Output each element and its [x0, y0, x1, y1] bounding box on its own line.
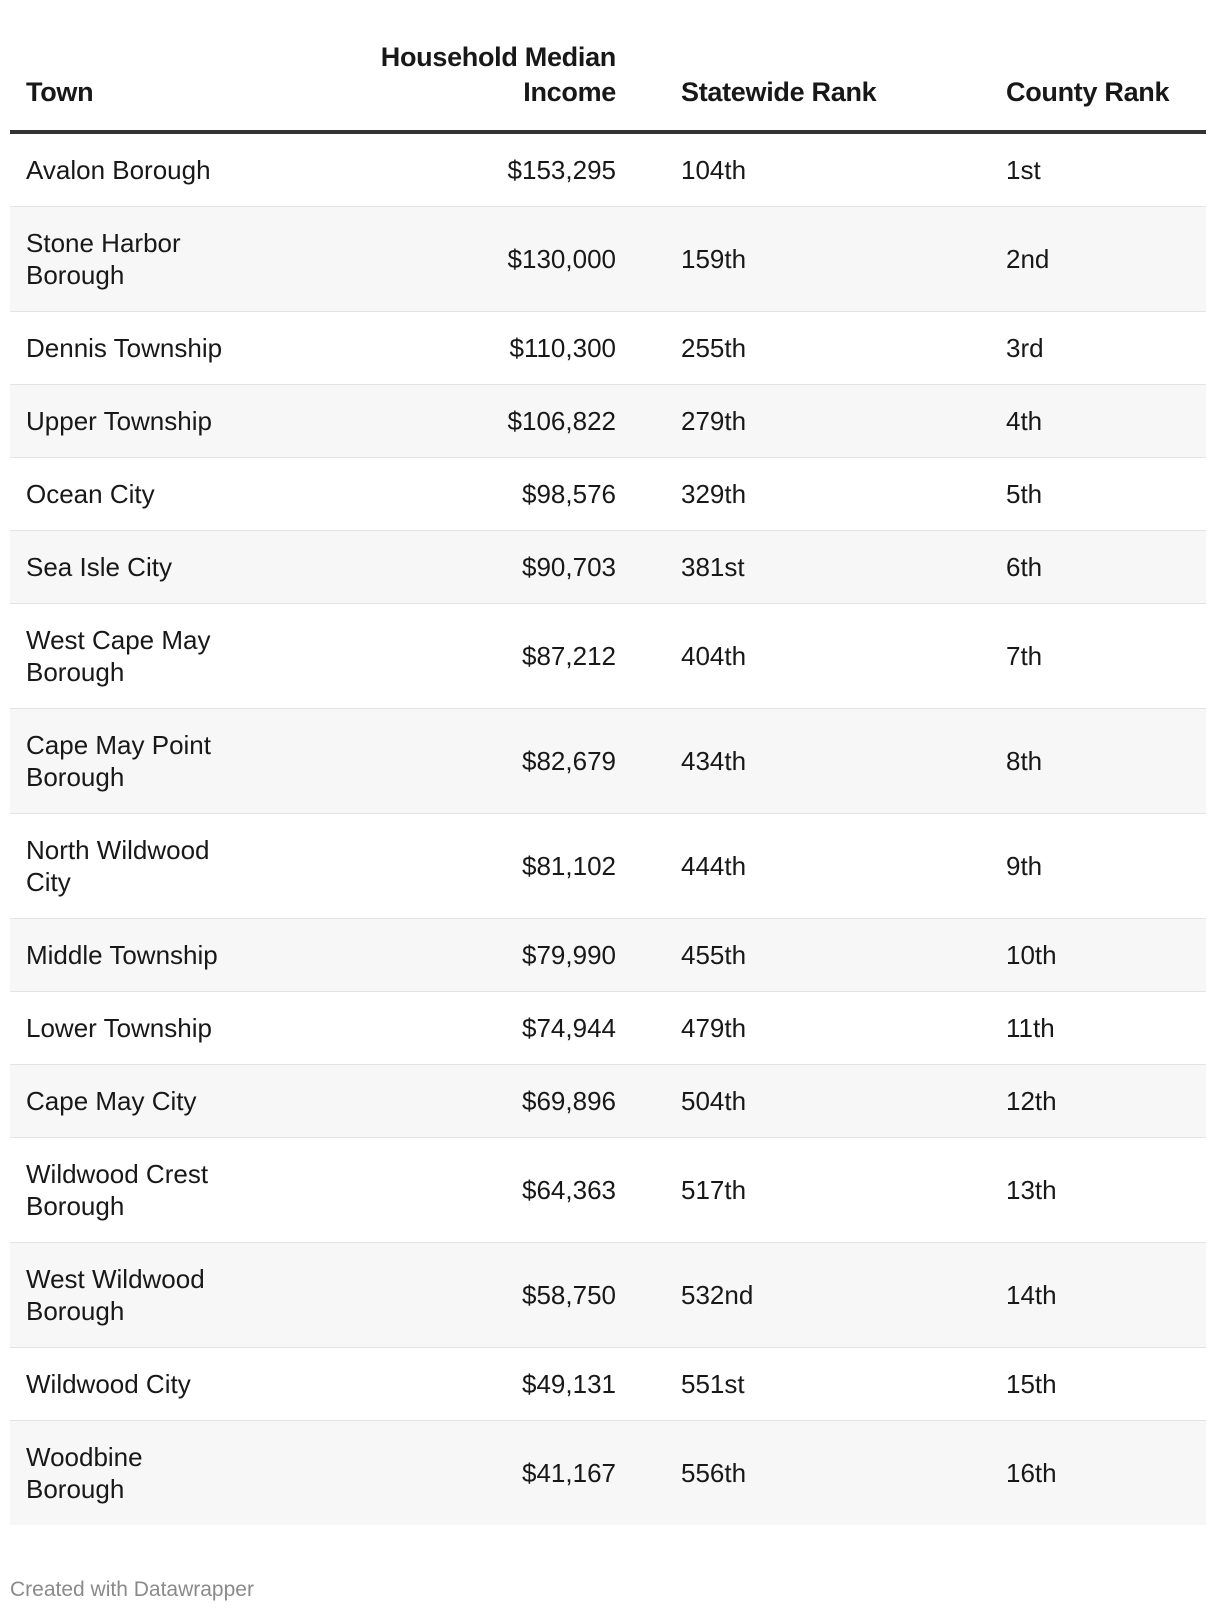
table-row: Upper Township $106,822 279th 4th — [10, 384, 1206, 458]
income-cell: $64,363 — [326, 1137, 616, 1243]
statewide-rank-cell: 381st — [616, 530, 1006, 604]
table-row: West Wildwood Borough $58,750 532nd 14th — [10, 1242, 1206, 1348]
table-row: North Wildwood City $81,102 444th 9th — [10, 813, 1206, 919]
statewide-rank-cell: 434th — [616, 708, 1006, 814]
town-cell: Avalon Borough — [26, 155, 211, 185]
statewide-rank-cell: 329th — [616, 457, 1006, 531]
income-cell: $74,944 — [326, 991, 616, 1065]
county-rank-cell: 4th — [1006, 384, 1206, 458]
income-cell: $87,212 — [326, 603, 616, 709]
town-cell: West Wildwood Borough — [10, 1242, 326, 1348]
table-row: Woodbine Borough $41,167 556th 16th — [10, 1420, 1206, 1525]
town-cell: Woodbine Borough — [10, 1420, 326, 1525]
statewide-rank-cell: 255th — [616, 311, 1006, 385]
income-cell: $41,167 — [326, 1420, 616, 1525]
table-row: Cape May City $69,896 504th 12th — [10, 1064, 1206, 1138]
county-rank-cell: 3rd — [1006, 311, 1206, 385]
table-row: Sea Isle City $90,703 381st 6th — [10, 530, 1206, 604]
income-cell: $49,131 — [326, 1347, 616, 1421]
town-cell: Middle Township — [10, 918, 326, 992]
town-cell: Upper Township — [10, 384, 326, 458]
town-cell: Wildwood City — [10, 1347, 326, 1421]
table-row: Ocean City $98,576 329th 5th — [10, 457, 1206, 531]
statewide-rank-cell: 444th — [616, 813, 1006, 919]
town-cell: Sea Isle City — [10, 530, 326, 604]
table-row: Avalon Borough $153,295 104th 1st — [10, 132, 1206, 207]
town-cell: Lower Township — [10, 991, 326, 1065]
town-cell: Ocean City — [10, 457, 326, 531]
table-row: Lower Township $74,944 479th 11th — [10, 991, 1206, 1065]
county-rank-cell: 10th — [1006, 918, 1206, 992]
table-row: Cape May Point Borough $82,679 434th 8th — [10, 708, 1206, 814]
income-cell: $110,300 — [326, 311, 616, 385]
income-cell: $98,576 — [326, 457, 616, 531]
table-row: Dennis Township $110,300 255th 3rd — [10, 311, 1206, 385]
town-cell: Stone Harbor Borough — [10, 206, 326, 312]
table-row: Wildwood City $49,131 551st 15th — [10, 1347, 1206, 1421]
statewide-rank-cell: 556th — [616, 1420, 1006, 1525]
income-cell: $81,102 — [326, 813, 616, 919]
town-cell: Cape May Point Borough — [10, 708, 326, 814]
income-cell: $69,896 — [326, 1064, 616, 1138]
statewide-rank-cell: 279th — [616, 384, 1006, 458]
income-cell: $153,295 — [507, 155, 616, 185]
county-rank-cell: 14th — [1006, 1242, 1206, 1348]
datawrapper-credit[interactable]: Created with Datawrapper — [10, 1578, 254, 1601]
statewide-rank-cell: 455th — [616, 918, 1006, 992]
town-cell: Dennis Township — [10, 311, 326, 385]
income-cell: $82,679 — [326, 708, 616, 814]
county-rank-cell: 15th — [1006, 1347, 1206, 1421]
income-cell: $130,000 — [326, 206, 616, 312]
statewide-rank-cell: 551st — [616, 1347, 1006, 1421]
county-rank-cell: 11th — [1006, 991, 1206, 1065]
county-rank-cell: 12th — [1006, 1064, 1206, 1138]
county-rank-cell: 2nd — [1006, 206, 1206, 312]
income-table: Town Household Median Income Statewide R… — [10, 40, 1206, 1525]
county-rank-cell: 9th — [1006, 813, 1206, 919]
county-rank-cell: 7th — [1006, 603, 1206, 709]
table-row: Middle Township $79,990 455th 10th — [10, 918, 1206, 992]
town-cell: Wildwood Crest Borough — [10, 1137, 326, 1243]
header-row: Town Household Median Income Statewide R… — [10, 40, 1206, 134]
header-town[interactable]: Town — [10, 40, 326, 134]
statewide-rank-cell: 159th — [616, 206, 1006, 312]
header-statewide-rank[interactable]: Statewide Rank — [616, 40, 1006, 134]
statewide-rank-cell: 479th — [616, 991, 1006, 1065]
county-rank-cell: 16th — [1006, 1420, 1206, 1525]
table-row: Stone Harbor Borough $130,000 159th 2nd — [10, 206, 1206, 312]
county-rank-cell: 5th — [1006, 457, 1206, 531]
town-cell: North Wildwood City — [10, 813, 326, 919]
header-income[interactable]: Household Median Income — [326, 40, 616, 134]
income-cell: $90,703 — [326, 530, 616, 604]
table-row: Wildwood Crest Borough $64,363 517th 13th — [10, 1137, 1206, 1243]
statewide-rank-cell: 532nd — [616, 1242, 1006, 1348]
town-cell: Cape May City — [10, 1064, 326, 1138]
county-rank-cell: 1st — [1006, 155, 1041, 185]
income-cell: $106,822 — [326, 384, 616, 458]
statewide-rank-cell: 504th — [616, 1064, 1006, 1138]
table-row: West Cape May Borough $87,212 404th 7th — [10, 603, 1206, 709]
statewide-rank-cell: 404th — [616, 603, 1006, 709]
income-cell: $58,750 — [326, 1242, 616, 1348]
header-county-rank[interactable]: County Rank — [1006, 40, 1206, 134]
county-rank-cell: 8th — [1006, 708, 1206, 814]
county-rank-cell: 6th — [1006, 530, 1206, 604]
county-rank-cell: 13th — [1006, 1137, 1206, 1243]
town-cell: West Cape May Borough — [10, 603, 326, 709]
statewide-rank-cell: 104th — [681, 155, 747, 185]
income-cell: $79,990 — [326, 918, 616, 992]
statewide-rank-cell: 517th — [616, 1137, 1006, 1243]
